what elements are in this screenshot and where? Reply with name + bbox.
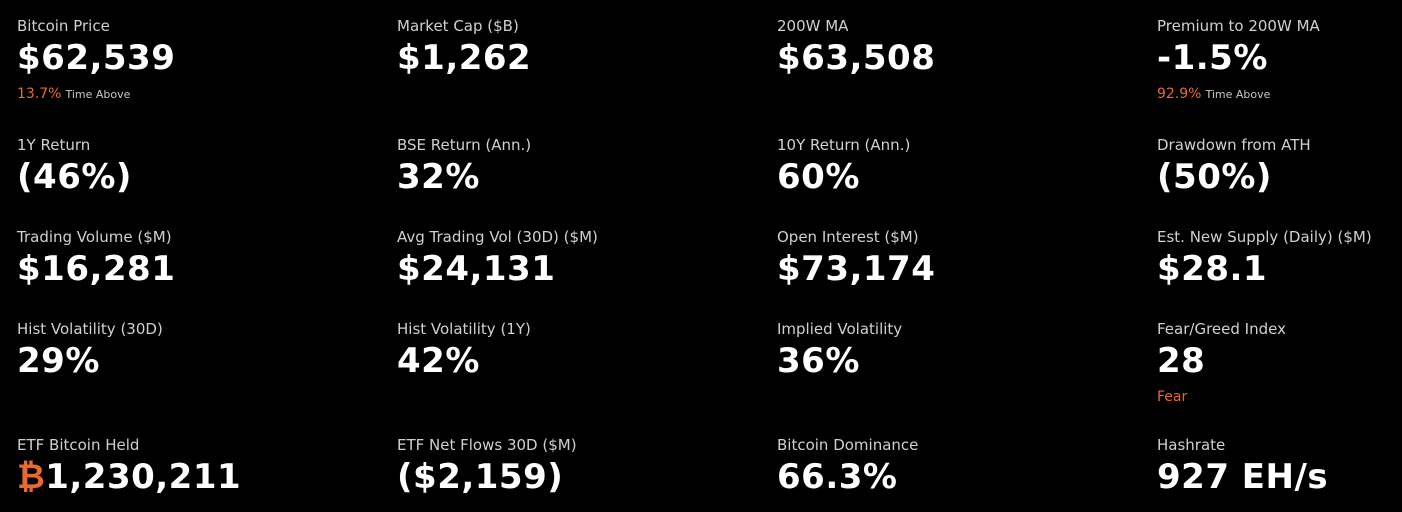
metric-label: Hashrate <box>1157 436 1226 454</box>
metric-value-text: 42% <box>397 341 480 381</box>
metric-label: Hist Volatility (30D) <box>17 320 163 338</box>
metric-value-text: ($2,159) <box>397 457 564 497</box>
metric-tile: Hist Volatility (30D) 29% <box>17 319 397 435</box>
metric-tile: 10Y Return (Ann.) 60% <box>777 135 1157 227</box>
metric-label: Premium to 200W MA <box>1157 17 1320 35</box>
metric-label: Avg Trading Vol (30D) ($M) <box>397 228 598 246</box>
metric-label: Implied Volatility <box>777 320 903 338</box>
sub-value: 13.7% <box>17 86 62 102</box>
metric-value-text: $24,131 <box>397 249 556 289</box>
metric-value: $16,281 <box>17 247 397 291</box>
metric-tile: Market Cap ($B) $1,262 <box>397 16 777 135</box>
metric-value: 36% <box>777 339 1157 383</box>
metric-value: $24,131 <box>397 247 777 291</box>
metric-label: Open Interest ($M) <box>777 228 919 246</box>
metric-value-text: (46%) <box>17 157 132 197</box>
metric-value: ($2,159) <box>397 455 777 499</box>
sub-text: Time Above <box>65 88 131 101</box>
metric-label: Drawdown from ATH <box>1157 136 1311 154</box>
metric-value-text: $16,281 <box>17 249 176 289</box>
metric-tile: Bitcoin Dominance 66.3% <box>777 435 1157 512</box>
metric-label: 1Y Return <box>17 136 91 154</box>
metric-value-text: 29% <box>17 341 100 381</box>
metric-sub: Fear <box>1157 386 1385 407</box>
metric-tile: Avg Trading Vol (30D) ($M) $24,131 <box>397 227 777 319</box>
metric-value-text: (50%) <box>1157 157 1272 197</box>
metric-label: ETF Bitcoin Held <box>17 436 140 454</box>
metric-value-text: 66.3% <box>777 457 898 497</box>
metric-label: Hist Volatility (1Y) <box>397 320 531 338</box>
metric-tile: 200W MA $63,508 <box>777 16 1157 135</box>
metric-value-text: 32% <box>397 157 480 197</box>
sub-text: Time Above <box>1205 88 1271 101</box>
metric-value-text: 60% <box>777 157 860 197</box>
metric-tile: Open Interest ($M) $73,174 <box>777 227 1157 319</box>
metric-value: $62,539 <box>17 36 397 80</box>
metric-value: 66.3% <box>777 455 1157 499</box>
metric-value: 28 <box>1157 339 1385 383</box>
metric-label: ETF Net Flows 30D ($M) <box>397 436 577 454</box>
metric-value: (46%) <box>17 155 397 199</box>
metric-sub: 92.9% Time Above <box>1157 83 1385 105</box>
metric-value-text: $73,174 <box>777 249 936 289</box>
metric-tile: Hashrate 927 EH/s <box>1157 435 1385 512</box>
metric-tile: Fear/Greed Index 28 Fear <box>1157 319 1385 435</box>
metric-tile: Trading Volume ($M) $16,281 <box>17 227 397 319</box>
metric-value: -1.5% <box>1157 36 1385 80</box>
metric-label: 10Y Return (Ann.) <box>777 136 911 154</box>
metric-value: 29% <box>17 339 397 383</box>
metric-value-text: 36% <box>777 341 860 381</box>
metric-value-text: $62,539 <box>17 38 176 78</box>
sub-value: 92.9% <box>1157 86 1202 102</box>
metric-value-text: 28 <box>1157 341 1206 381</box>
metric-value-text: 927 EH/s <box>1157 457 1329 497</box>
metric-value: 32% <box>397 155 777 199</box>
metric-value: 927 EH/s <box>1157 455 1385 499</box>
metric-label: Bitcoin Dominance <box>777 436 919 454</box>
sub-value: Fear <box>1157 389 1188 405</box>
metric-label: Trading Volume ($M) <box>17 228 172 246</box>
currency-symbol: ₿ <box>17 457 46 497</box>
metric-value: $1,262 <box>397 36 777 80</box>
metric-value: 42% <box>397 339 777 383</box>
metric-tile: BSE Return (Ann.) 32% <box>397 135 777 227</box>
metric-label: 200W MA <box>777 17 849 35</box>
metric-value-text: -1.5% <box>1157 38 1268 78</box>
metric-label: Fear/Greed Index <box>1157 320 1286 338</box>
metric-label: Bitcoin Price <box>17 17 110 35</box>
metric-tile: Premium to 200W MA -1.5% 92.9% Time Above <box>1157 16 1385 135</box>
metric-value: $73,174 <box>777 247 1157 291</box>
metric-tile: Est. New Supply (Daily) ($M) $28.1 <box>1157 227 1385 319</box>
metric-value-text: $63,508 <box>777 38 936 78</box>
metric-sub: 13.7% Time Above <box>17 83 397 105</box>
metric-value: $28.1 <box>1157 247 1385 291</box>
metric-tile: ETF Net Flows 30D ($M) ($2,159) <box>397 435 777 512</box>
metric-value: 60% <box>777 155 1157 199</box>
metrics-grid: Bitcoin Price $62,539 13.7% Time Above Marke… <box>17 16 1385 512</box>
metric-value: ₿1,230,211 <box>17 455 397 499</box>
metric-tile: 1Y Return (46%) <box>17 135 397 227</box>
metric-tile: Drawdown from ATH (50%) <box>1157 135 1385 227</box>
metric-label: Market Cap ($B) <box>397 17 519 35</box>
metric-value-text: 1,230,211 <box>45 457 242 497</box>
metric-value: (50%) <box>1157 155 1385 199</box>
metric-value-text: $28.1 <box>1157 249 1268 289</box>
metric-tile: Hist Volatility (1Y) 42% <box>397 319 777 435</box>
metric-tile: Bitcoin Price $62,539 13.7% Time Above <box>17 16 397 135</box>
metric-tile: Implied Volatility 36% <box>777 319 1157 435</box>
metric-tile: ETF Bitcoin Held ₿1,230,211 <box>17 435 397 512</box>
metric-label: BSE Return (Ann.) <box>397 136 532 154</box>
metric-value-text: $1,262 <box>397 38 532 78</box>
metric-label: Est. New Supply (Daily) ($M) <box>1157 228 1372 246</box>
metric-value: $63,508 <box>777 36 1157 80</box>
